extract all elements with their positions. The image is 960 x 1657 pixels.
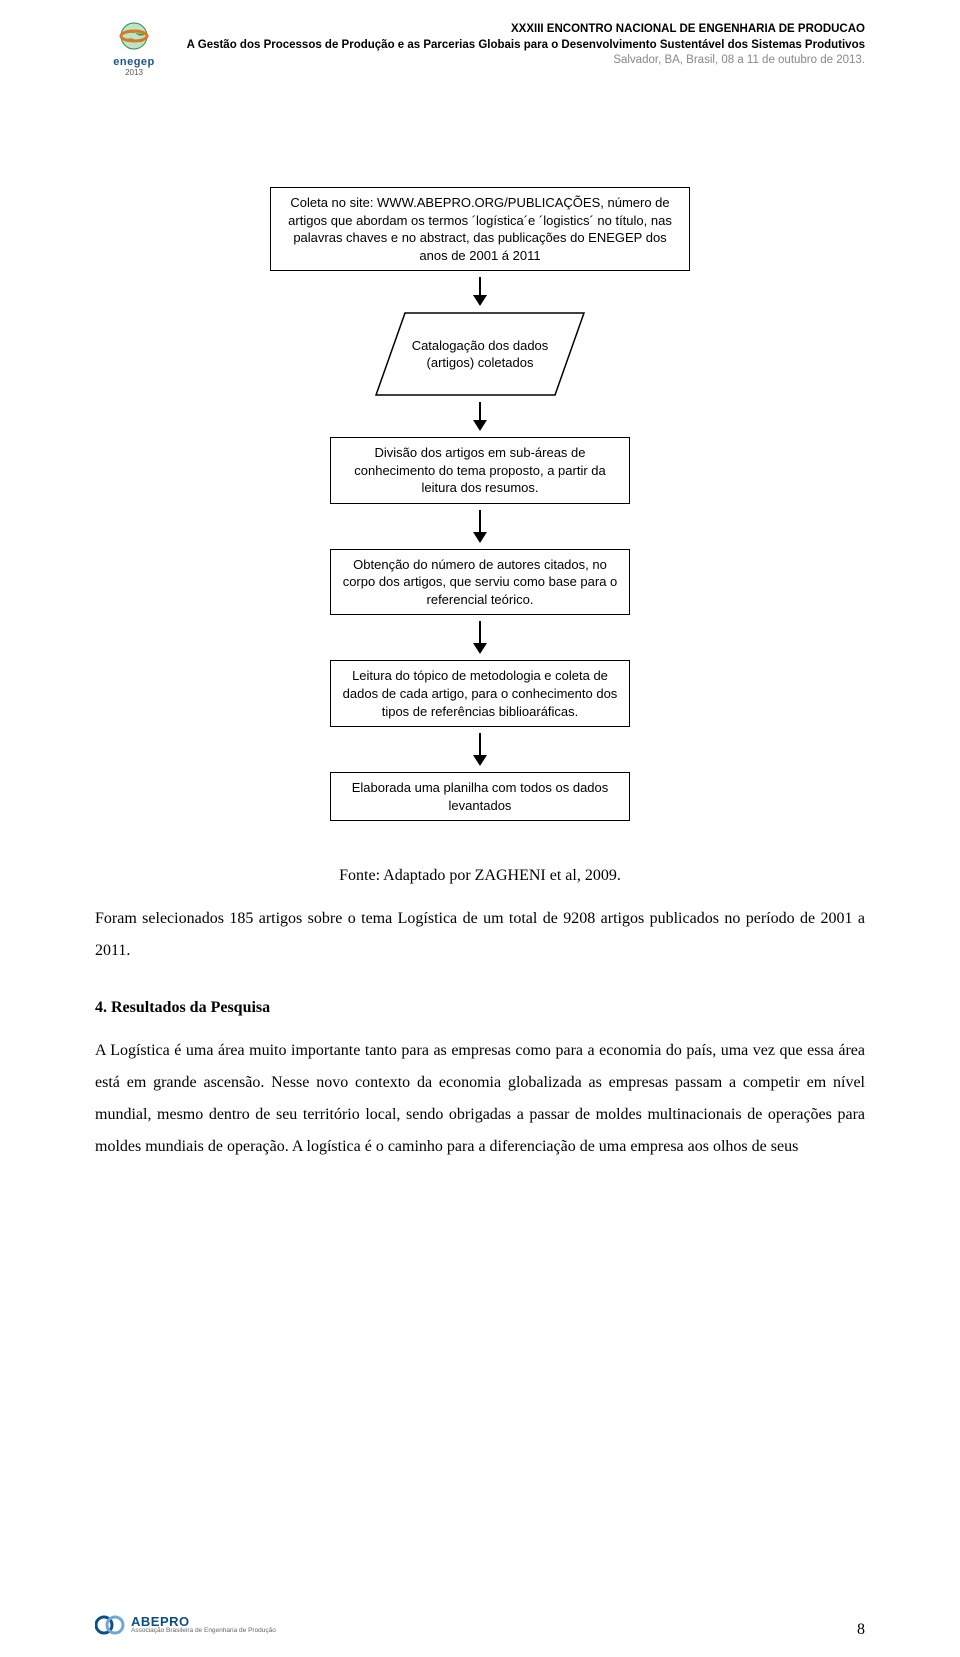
header-location-date: Salvador, BA, Brasil, 08 a 11 de outubro… xyxy=(185,53,865,69)
paragraph-2: A Logística é uma área muito importante … xyxy=(95,1035,865,1163)
section-heading: 4. Resultados da Pesquisa xyxy=(95,999,865,1017)
footer-logo-icon xyxy=(95,1611,125,1639)
footer-logo-sub: Associação Brasileira de Engenharia de P… xyxy=(131,1628,276,1635)
arrow-head-icon xyxy=(473,643,487,654)
page-footer: ABEPRO Associação Brasileira de Engenhar… xyxy=(95,1611,865,1639)
header-text: XXXIII ENCONTRO NACIONAL DE ENGENHARIA D… xyxy=(185,20,865,69)
arrow-head-icon xyxy=(473,755,487,766)
flow-arrow-1 xyxy=(473,277,487,306)
arrow-head-icon xyxy=(473,295,487,306)
flow-node-5: Leitura do tópico de metodologia e colet… xyxy=(330,660,630,727)
header-logo-year: 2013 xyxy=(95,68,173,77)
flow-arrow-3 xyxy=(473,510,487,543)
footer-logo: ABEPRO Associação Brasileira de Engenhar… xyxy=(95,1611,276,1639)
flow-node-4: Obtenção do número de autores citados, n… xyxy=(330,549,630,616)
header-logo-name: enegep xyxy=(95,56,173,68)
arrow-line xyxy=(479,733,481,755)
globe-icon xyxy=(117,20,151,54)
flow-arrow-2 xyxy=(473,402,487,431)
page-header: enegep 2013 XXXIII ENCONTRO NACIONAL DE … xyxy=(95,20,865,77)
header-logo: enegep 2013 xyxy=(95,20,173,77)
page: enegep 2013 XXXIII ENCONTRO NACIONAL DE … xyxy=(0,0,960,1657)
flow-node-1: Coleta no site: WWW.ABEPRO.ORG/PUBLICAÇÕ… xyxy=(270,187,690,271)
header-subtitle: A Gestão dos Processos de Produção e as … xyxy=(185,38,865,54)
arrow-head-icon xyxy=(473,532,487,543)
flow-node-6: Elaborada uma planilha com todos os dado… xyxy=(330,772,630,821)
footer-logo-name: ABEPRO xyxy=(131,1615,276,1629)
arrow-line xyxy=(479,621,481,643)
page-number: 8 xyxy=(857,1621,865,1639)
flow-node-2-text: Catalogação dos dados (artigos) coletado… xyxy=(375,312,585,396)
arrow-line xyxy=(479,277,481,295)
figure-caption: Fonte: Adaptado por ZAGHENI et al, 2009. xyxy=(95,867,865,885)
footer-logo-text: ABEPRO Associação Brasileira de Engenhar… xyxy=(131,1615,276,1635)
arrow-head-icon xyxy=(473,420,487,431)
flowchart: Coleta no site: WWW.ABEPRO.ORG/PUBLICAÇÕ… xyxy=(95,187,865,821)
paragraph-1: Foram selecionados 185 artigos sobre o t… xyxy=(95,903,865,967)
arrow-line xyxy=(479,402,481,420)
header-title: XXXIII ENCONTRO NACIONAL DE ENGENHARIA D… xyxy=(185,22,865,38)
flow-arrow-5 xyxy=(473,733,487,766)
flow-node-3: Divisão dos artigos em sub-áreas de conh… xyxy=(330,437,630,504)
arrow-line xyxy=(479,510,481,532)
flow-arrow-4 xyxy=(473,621,487,654)
flow-node-2: Catalogação dos dados (artigos) coletado… xyxy=(375,312,585,396)
